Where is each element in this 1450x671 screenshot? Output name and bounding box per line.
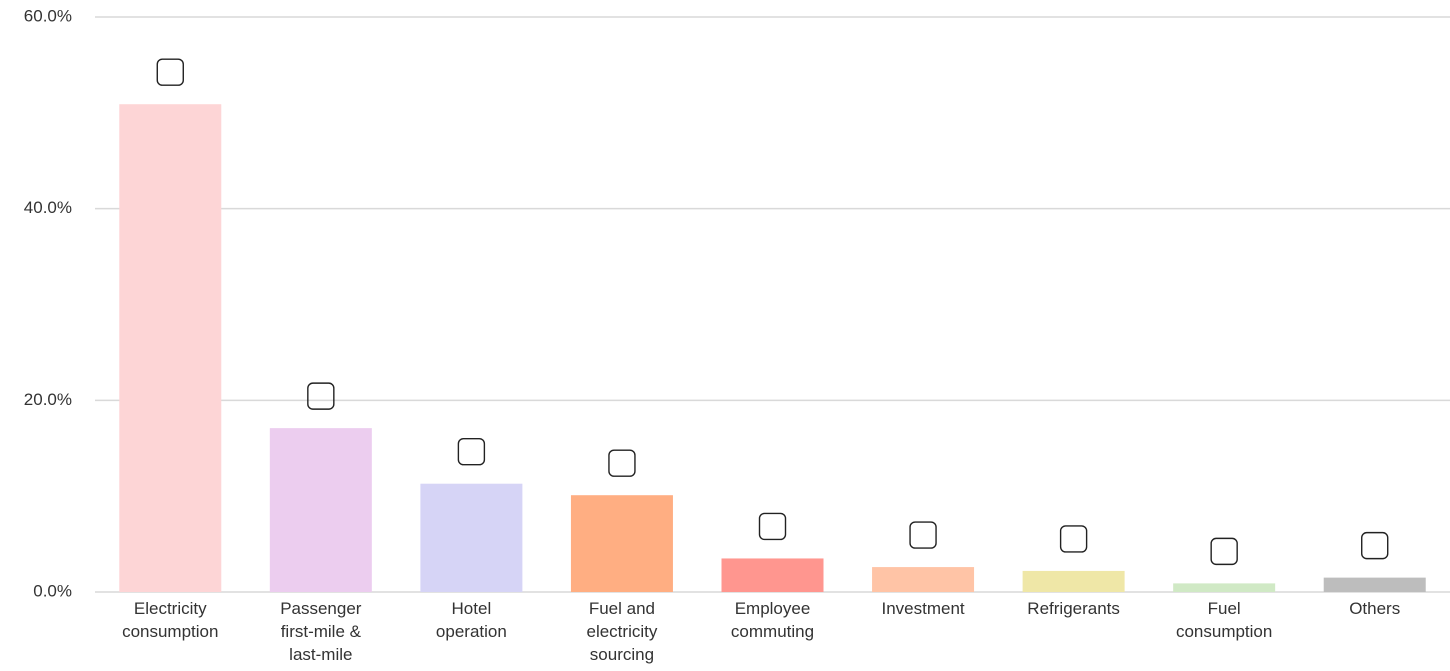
bar-icon <box>1210 537 1238 566</box>
bar <box>570 495 673 592</box>
x-tick-label: Others <box>1349 599 1401 618</box>
bar-icon <box>307 382 335 410</box>
icon-shape <box>307 382 335 410</box>
bar-icon <box>758 512 787 541</box>
bar-icon <box>1059 525 1088 553</box>
bar-icon <box>457 438 486 466</box>
y-tick-label: 40.0% <box>24 198 72 217</box>
x-tick-label: Investment <box>881 599 965 618</box>
icon-shape <box>608 449 636 477</box>
icon-shape <box>1361 531 1389 560</box>
icon-shape <box>909 521 937 549</box>
bar-icon <box>1361 531 1389 560</box>
x-tick-label: Hotel operation <box>435 599 507 641</box>
bar <box>1173 583 1276 592</box>
y-tick-label: 20.0% <box>24 390 72 409</box>
bar <box>119 104 222 592</box>
icon-shape <box>1059 525 1088 553</box>
bar <box>721 558 824 592</box>
icon-shape <box>758 512 787 541</box>
bar <box>872 567 975 592</box>
icon-shape <box>457 438 486 466</box>
x-tick-label: Fuel and electricity sourcing <box>586 599 658 664</box>
y-tick-label: 60.0% <box>24 6 72 25</box>
bar <box>420 483 523 592</box>
icon-shape <box>156 58 184 86</box>
icon-shape <box>1210 537 1238 566</box>
x-tick-label: Passenger first-mile & last-mile <box>280 599 362 664</box>
x-tick-label: Electricity consumption <box>122 599 219 641</box>
x-tick-label: Fuel consumption <box>1175 599 1273 641</box>
bar-icon <box>608 449 636 477</box>
bar <box>1022 570 1125 592</box>
y-tick-label: 0.0% <box>33 581 72 600</box>
bar-icon <box>909 521 937 549</box>
x-tick-label: Refrigerants <box>1027 599 1120 618</box>
bar-icon <box>156 58 184 86</box>
bar <box>269 428 372 592</box>
bar <box>1323 577 1426 592</box>
x-tick-label: Employee commuting <box>730 599 815 641</box>
